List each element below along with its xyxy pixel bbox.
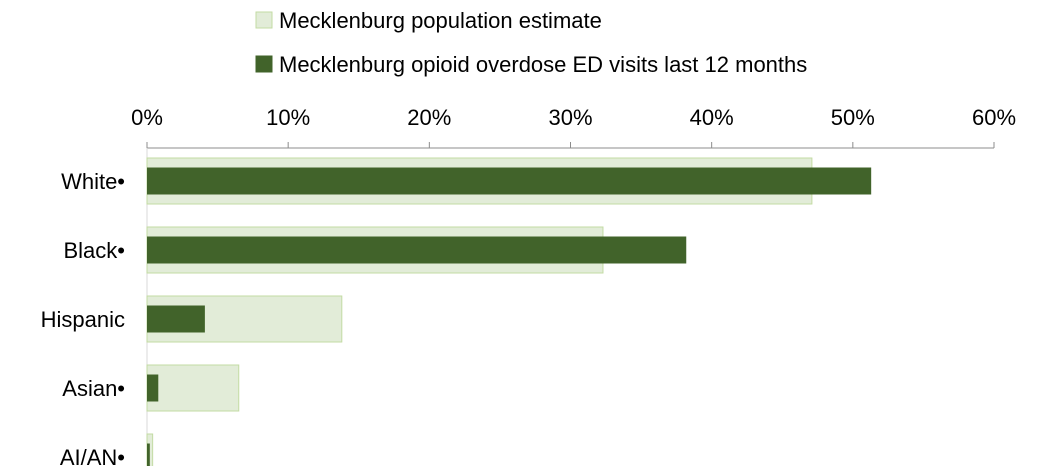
category-label: Black• bbox=[64, 238, 126, 263]
legend-swatch-2 bbox=[255, 55, 273, 73]
legend-label-1: Mecklenburg population estimate bbox=[279, 8, 602, 33]
x-tick-label: 60% bbox=[972, 105, 1016, 130]
x-tick-label: 30% bbox=[548, 105, 592, 130]
x-tick-label: 10% bbox=[266, 105, 310, 130]
category-label: Asian• bbox=[62, 376, 125, 401]
legend-swatch-1 bbox=[255, 11, 273, 29]
category-label: Hispanic bbox=[41, 307, 125, 332]
category-label: AI/AN• bbox=[60, 445, 125, 466]
bar-ed-visits-1 bbox=[147, 236, 687, 264]
x-axis: 0% 10% 20% 30% 40% 50% 60% bbox=[131, 105, 1016, 466]
bar-population-3 bbox=[146, 364, 240, 412]
category-labels: White• Black• Hispanic Asian• AI/AN• bbox=[41, 169, 125, 466]
bar-ed-visits-3 bbox=[147, 374, 159, 402]
x-tick-label: 40% bbox=[690, 105, 734, 130]
bar-ed-visits-4 bbox=[147, 443, 150, 466]
x-tick-label: 0% bbox=[131, 105, 163, 130]
legend-label-2: Mecklenburg opioid overdose ED visits la… bbox=[279, 52, 807, 77]
bar-ed-visits-0 bbox=[147, 167, 872, 195]
category-label: White• bbox=[61, 169, 125, 194]
bar-ed-visits-2 bbox=[147, 305, 205, 333]
bars bbox=[146, 157, 872, 466]
x-tick-label: 20% bbox=[407, 105, 451, 130]
x-tick-label: 50% bbox=[831, 105, 875, 130]
legend: Mecklenburg population estimate Mecklenbu… bbox=[255, 8, 807, 77]
